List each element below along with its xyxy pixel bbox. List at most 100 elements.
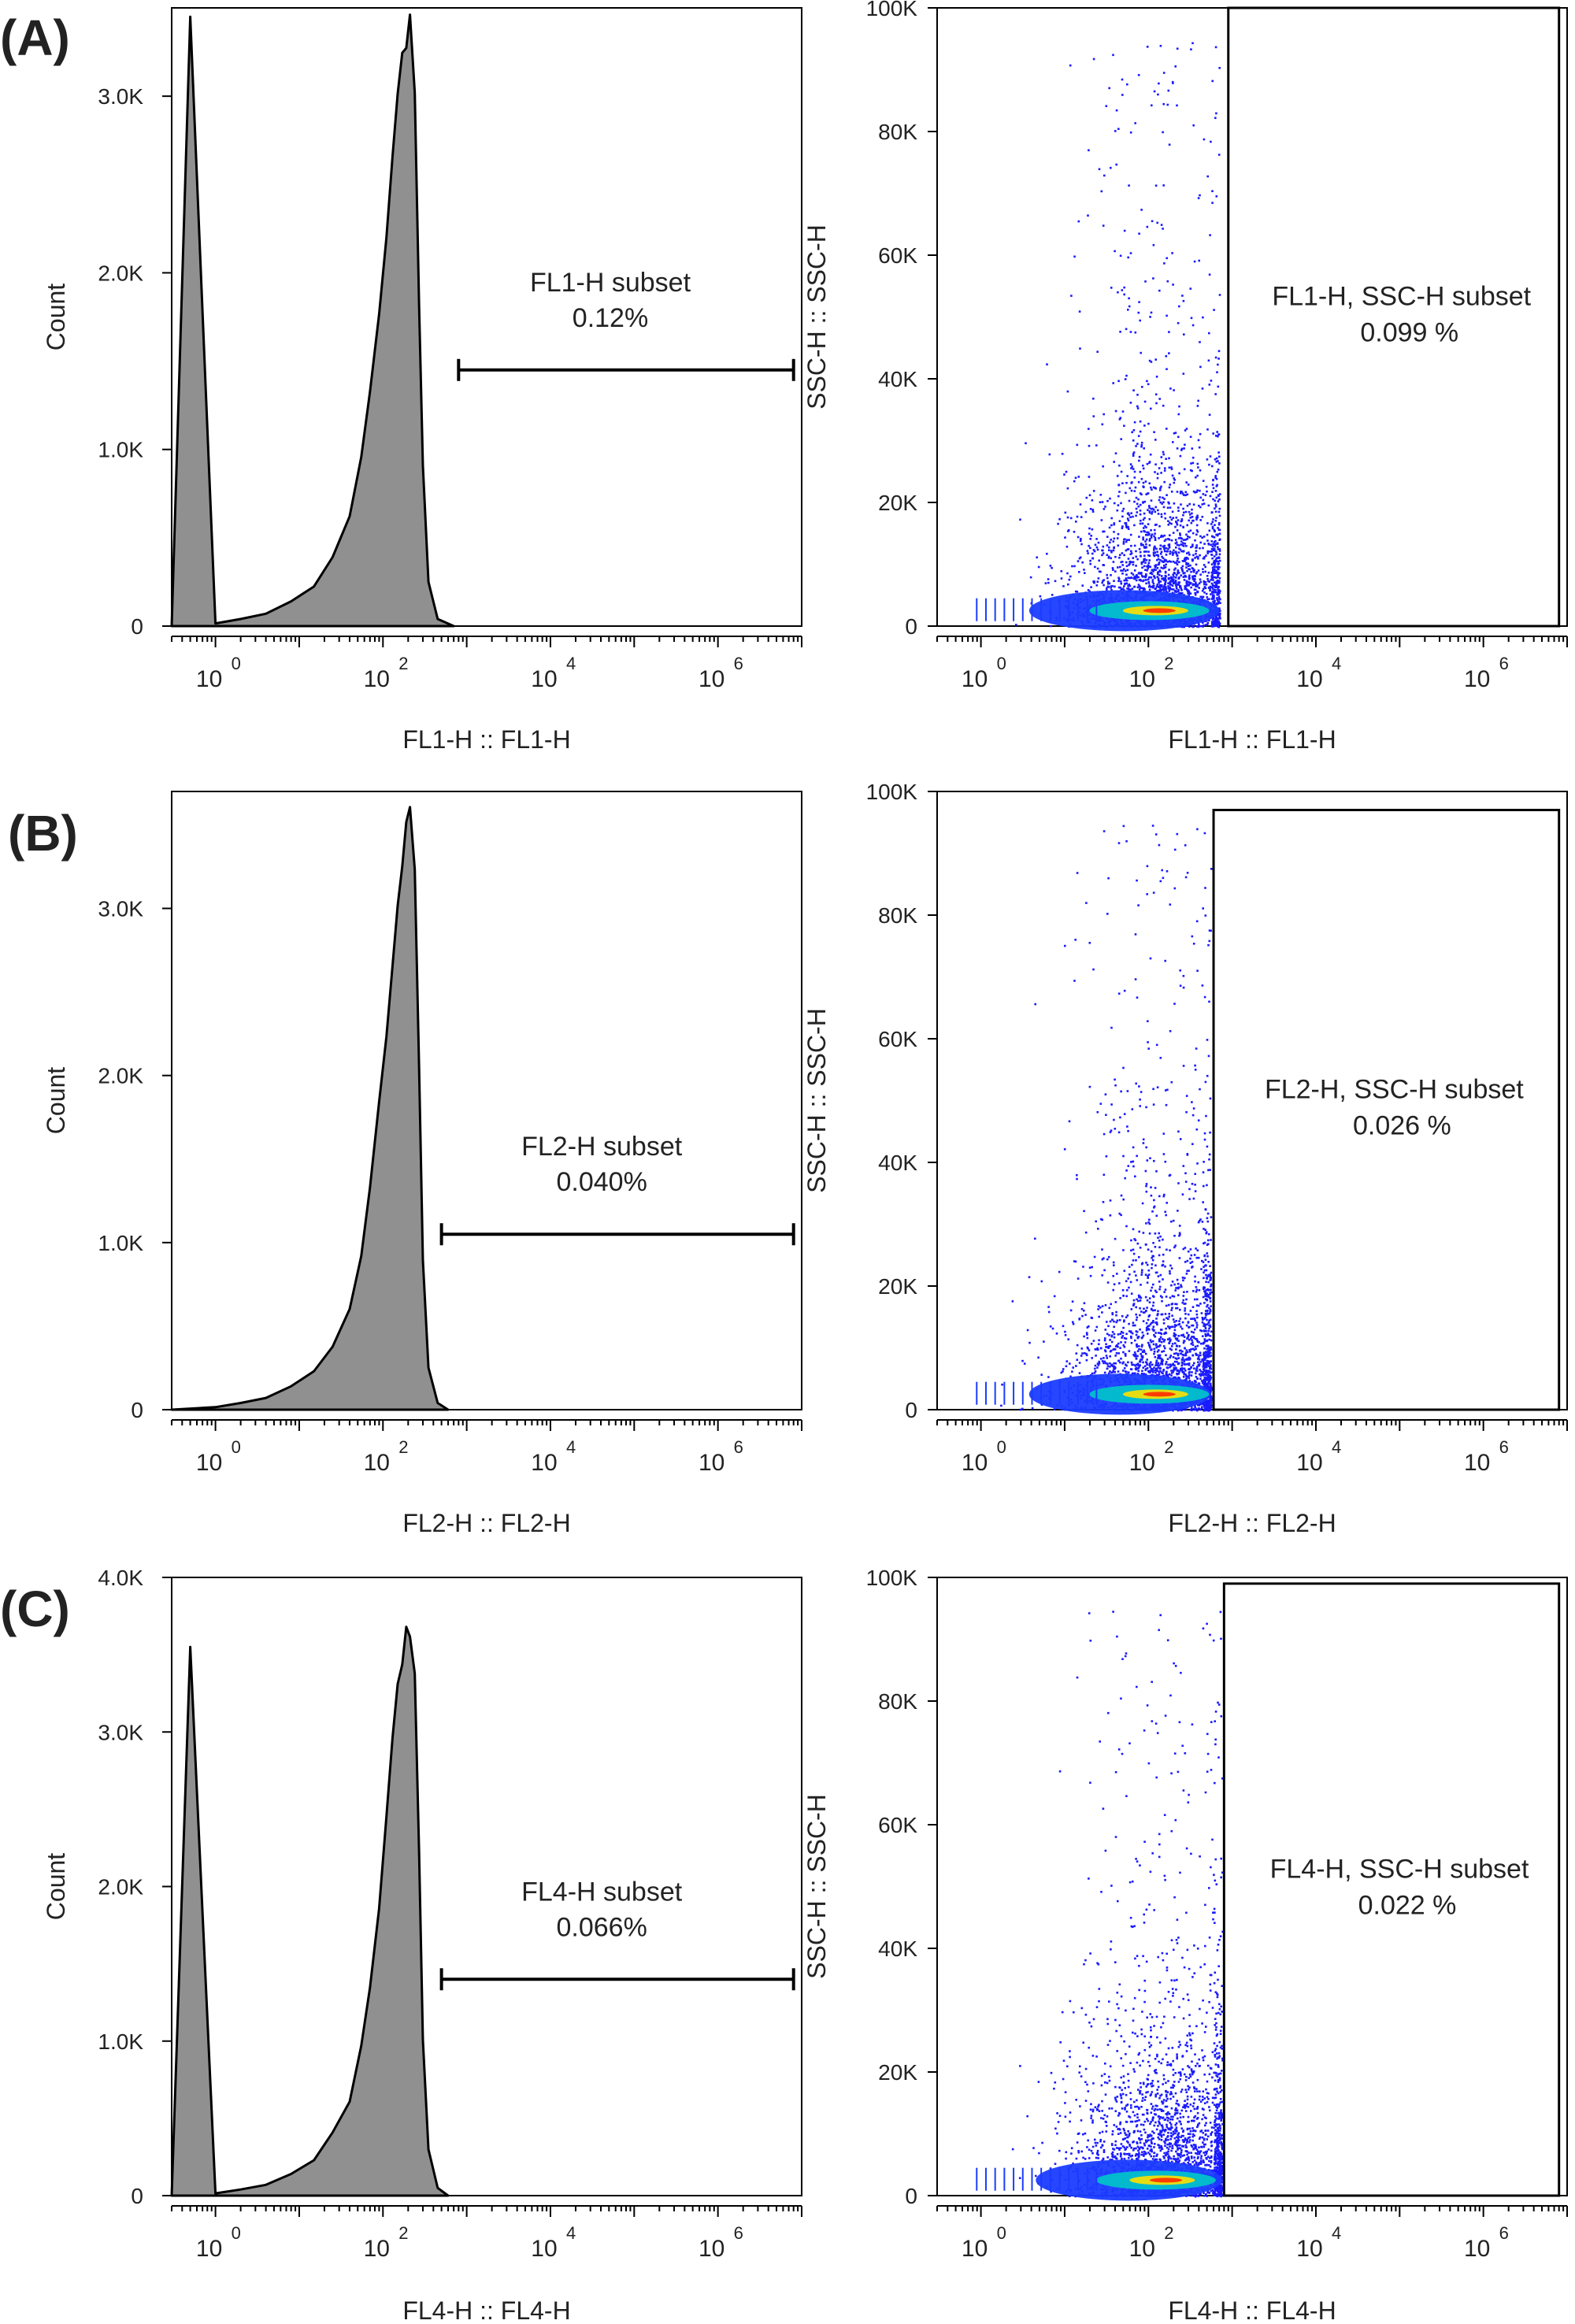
event-point xyxy=(1180,1367,1182,1370)
event-point xyxy=(1063,473,1065,476)
event-point xyxy=(1147,554,1150,557)
event-point xyxy=(1160,534,1163,537)
event-point xyxy=(1114,250,1116,253)
event-point xyxy=(1209,1390,1211,1393)
event-point xyxy=(1114,1355,1117,1357)
event-point xyxy=(1136,502,1139,506)
event-point xyxy=(1217,560,1219,563)
event-point xyxy=(1142,1373,1145,1376)
event-point xyxy=(1160,550,1163,553)
event-point xyxy=(1159,570,1162,573)
event-point xyxy=(1171,1307,1173,1310)
event-point xyxy=(1111,584,1114,587)
event-point xyxy=(1111,1312,1114,1314)
event-point xyxy=(1154,1367,1158,1370)
histogram-area xyxy=(170,806,450,1411)
event-point xyxy=(1204,1291,1206,1294)
event-point xyxy=(1162,1374,1165,1377)
event-point xyxy=(1169,484,1172,486)
event-point xyxy=(1205,1323,1207,1326)
event-point xyxy=(1153,431,1155,433)
event-point xyxy=(1173,590,1177,593)
event-point xyxy=(1217,562,1220,565)
event-point xyxy=(1184,1317,1187,1320)
event-point xyxy=(1101,554,1103,557)
event-point xyxy=(1134,1324,1136,1327)
event-point xyxy=(1147,1047,1150,1050)
event-point xyxy=(1217,581,1220,584)
event-point xyxy=(1188,580,1190,584)
event-point xyxy=(1151,569,1154,571)
event-point xyxy=(1203,556,1206,558)
event-point xyxy=(1210,380,1213,382)
event-point xyxy=(1212,584,1214,587)
event-point xyxy=(1181,1370,1184,1373)
event-point xyxy=(1205,554,1207,557)
event-point xyxy=(1175,546,1177,549)
event-point xyxy=(1209,495,1212,498)
event-point xyxy=(1170,1374,1173,1377)
event-point xyxy=(1117,291,1119,294)
event-point xyxy=(1203,1271,1205,1274)
event-point xyxy=(1113,1264,1115,1266)
event-point xyxy=(1138,547,1141,550)
event-point xyxy=(1189,513,1191,516)
event-point xyxy=(1208,1312,1211,1314)
event-point xyxy=(1188,1380,1191,1382)
event-point xyxy=(1095,546,1099,549)
event-point xyxy=(1155,1362,1158,1364)
event-point xyxy=(1123,1367,1126,1370)
event-point xyxy=(1125,1169,1128,1172)
event-point xyxy=(1191,1336,1193,1338)
event-point xyxy=(1191,1324,1193,1327)
event-point xyxy=(1217,574,1220,576)
event-point xyxy=(1133,476,1136,479)
event-point xyxy=(1158,537,1160,539)
event-point xyxy=(1206,1407,1209,1410)
event-point xyxy=(1136,586,1140,588)
event-point xyxy=(1185,580,1188,583)
event-point xyxy=(1212,591,1214,593)
event-point xyxy=(1208,1153,1211,1156)
event-point xyxy=(1138,1345,1140,1347)
event-point xyxy=(1210,1355,1213,1357)
event-point xyxy=(1143,517,1146,520)
event-point xyxy=(1147,533,1150,536)
event-point xyxy=(1175,587,1178,590)
event-point xyxy=(1208,529,1211,532)
event-point xyxy=(1165,559,1167,562)
event-point xyxy=(1162,453,1165,456)
event-point xyxy=(1100,190,1103,193)
event-point xyxy=(1199,506,1202,509)
event-point xyxy=(1184,558,1187,561)
event-point xyxy=(1199,554,1201,557)
event-point xyxy=(1111,1331,1114,1333)
event-point xyxy=(1132,1303,1135,1306)
event-point xyxy=(1209,587,1211,590)
event-point xyxy=(1168,590,1171,592)
event-point xyxy=(1176,529,1179,532)
event-point xyxy=(1177,537,1180,539)
event-point xyxy=(1181,560,1184,562)
event-point xyxy=(1149,1346,1151,1349)
event-point xyxy=(1205,1371,1207,1374)
event-point xyxy=(1199,1373,1202,1376)
event-point xyxy=(1147,582,1151,584)
event-point xyxy=(1173,1325,1177,1329)
event-point xyxy=(1211,525,1214,528)
event-point xyxy=(1143,1307,1145,1310)
event-point xyxy=(1113,580,1115,582)
event-point xyxy=(1134,933,1137,936)
event-point xyxy=(1173,576,1175,578)
event-point xyxy=(1183,625,1185,628)
event-point xyxy=(1161,584,1163,587)
event-point xyxy=(1163,579,1166,582)
event-point xyxy=(1195,1288,1199,1292)
event-point xyxy=(1161,1358,1164,1362)
event-point xyxy=(1176,523,1179,526)
event-point xyxy=(1064,1330,1066,1333)
event-point xyxy=(1162,591,1166,593)
event-point xyxy=(1211,545,1214,547)
event-point xyxy=(1180,592,1184,595)
event-point xyxy=(1164,550,1166,553)
